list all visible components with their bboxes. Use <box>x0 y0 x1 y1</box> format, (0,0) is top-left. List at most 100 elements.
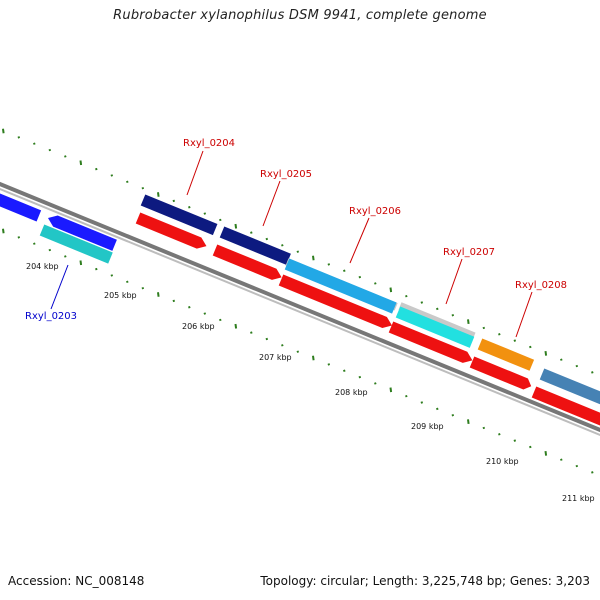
kbp-label: 208 kbp <box>335 388 368 397</box>
gene-feature-rxyl-0204[interactable] <box>140 194 218 236</box>
gene-label-rxyl-0206[interactable]: Rxyl_0206 <box>349 206 401 217</box>
gene-feature-rxyl-0208[interactable] <box>477 338 535 371</box>
minor-tick <box>110 174 114 177</box>
minor-tick <box>219 218 222 222</box>
gene-feature-rxyl-0203[interactable] <box>39 224 113 264</box>
minor-tick <box>126 280 129 284</box>
gene-feature-rxyl-0205-cds[interactable] <box>212 244 284 282</box>
minor-tick <box>219 318 222 322</box>
gene-label-rxyl-0205[interactable]: Rxyl_0205 <box>260 169 312 180</box>
major-tick <box>312 255 315 261</box>
minor-tick <box>420 401 424 404</box>
minor-tick <box>482 426 486 430</box>
minor-tick <box>141 286 145 290</box>
minor-tick <box>296 250 300 253</box>
minor-tick <box>358 375 362 379</box>
genome-backbone <box>0 181 600 437</box>
minor-tick <box>560 358 563 361</box>
inner-tick-track <box>2 228 594 474</box>
minor-tick <box>420 301 424 304</box>
minor-tick <box>358 275 362 279</box>
kbp-label: 210 kbp <box>486 457 519 466</box>
kbp-labels: 204 kbp 205 kbp 206 kbp 207 kbp 208 kbp … <box>26 262 595 503</box>
gene-feature-rxyl-0207-cds[interactable] <box>388 321 475 365</box>
minor-tick <box>575 464 579 468</box>
minor-tick <box>482 326 486 330</box>
minor-tick <box>33 242 36 245</box>
gene-label-rxyl-0204[interactable]: Rxyl_0204 <box>183 138 235 149</box>
minor-tick <box>48 148 52 152</box>
minor-tick <box>281 244 284 247</box>
gene-feature-rxyl-0209-cds[interactable] <box>531 386 600 434</box>
gene-label-rxyl-0208[interactable]: Rxyl_0208 <box>515 280 567 291</box>
minor-tick <box>64 155 67 158</box>
minor-tick <box>17 236 21 239</box>
major-tick <box>389 287 393 293</box>
label-connectors <box>50 150 533 338</box>
minor-tick <box>95 267 98 271</box>
major-tick <box>234 323 238 329</box>
gene-label-rxyl-0207[interactable]: Rxyl_0207 <box>443 247 495 258</box>
accession-text: Accession: NC_008148 <box>8 574 145 588</box>
minor-tick <box>110 274 114 277</box>
major-tick <box>234 223 238 229</box>
major-tick <box>312 355 315 361</box>
minor-tick <box>529 445 532 449</box>
minor-tick <box>374 382 377 385</box>
gene-features[interactable] <box>0 183 600 434</box>
minor-tick <box>343 269 346 272</box>
minor-tick <box>172 299 176 303</box>
minor-tick <box>126 180 129 184</box>
gene-feature-rxyl-0209[interactable] <box>539 368 600 410</box>
minor-tick <box>188 206 191 209</box>
minor-tick <box>436 307 439 311</box>
minor-tick <box>172 199 176 203</box>
kbp-label: 204 kbp <box>26 262 59 271</box>
minor-tick <box>296 350 300 353</box>
minor-tick <box>141 186 145 190</box>
major-tick <box>467 319 470 324</box>
minor-tick <box>498 433 501 436</box>
gene-feature-rxyl-0206[interactable] <box>284 258 397 314</box>
minor-tick <box>591 471 594 474</box>
minor-tick <box>95 167 98 171</box>
minor-tick <box>203 212 207 215</box>
major-tick <box>544 350 548 356</box>
major-tick <box>544 450 548 456</box>
gene-feature-rxyl-0204-cds[interactable] <box>135 212 209 251</box>
minor-tick <box>250 231 253 234</box>
major-tick <box>79 260 83 266</box>
minor-tick <box>48 248 52 252</box>
gene-feature-rxyl-0208-cds[interactable] <box>469 356 534 391</box>
minor-tick <box>203 312 207 315</box>
minor-tick <box>250 331 253 334</box>
gene-feature-rxyl-0202[interactable] <box>0 183 42 222</box>
major-tick <box>389 387 393 393</box>
minor-tick <box>33 142 36 145</box>
gene-feature-rxyl-0207[interactable] <box>395 306 475 348</box>
minor-tick <box>405 294 408 298</box>
minor-tick <box>265 337 269 341</box>
minor-tick <box>265 237 269 241</box>
minor-tick <box>405 394 408 398</box>
minor-tick <box>17 136 21 139</box>
minor-tick <box>575 364 579 368</box>
kbp-label: 207 kbp <box>259 353 292 362</box>
gene-label-rxyl-0203[interactable]: Rxyl_0203 <box>25 311 77 322</box>
minor-tick <box>188 306 191 309</box>
gene-feature-rxyl-0205[interactable] <box>219 226 291 265</box>
gene-feature-rxyl-0203-arrow[interactable] <box>46 212 117 251</box>
minor-tick <box>64 255 67 258</box>
minor-tick <box>343 369 346 372</box>
major-tick <box>2 228 5 234</box>
gene-feature-rxyl-0206-cds[interactable] <box>278 274 395 331</box>
outer-tick-track <box>2 128 594 374</box>
major-tick <box>79 160 83 166</box>
minor-tick <box>327 263 331 266</box>
genome-summary-text: Topology: circular; Length: 3,225,748 bp… <box>260 574 590 588</box>
minor-tick <box>560 458 563 461</box>
kbp-label: 206 kbp <box>182 322 215 331</box>
minor-tick <box>529 345 532 349</box>
gene-labels[interactable]: Rxyl_0203 Rxyl_0204 Rxyl_0205 Rxyl_0206 … <box>25 138 567 322</box>
